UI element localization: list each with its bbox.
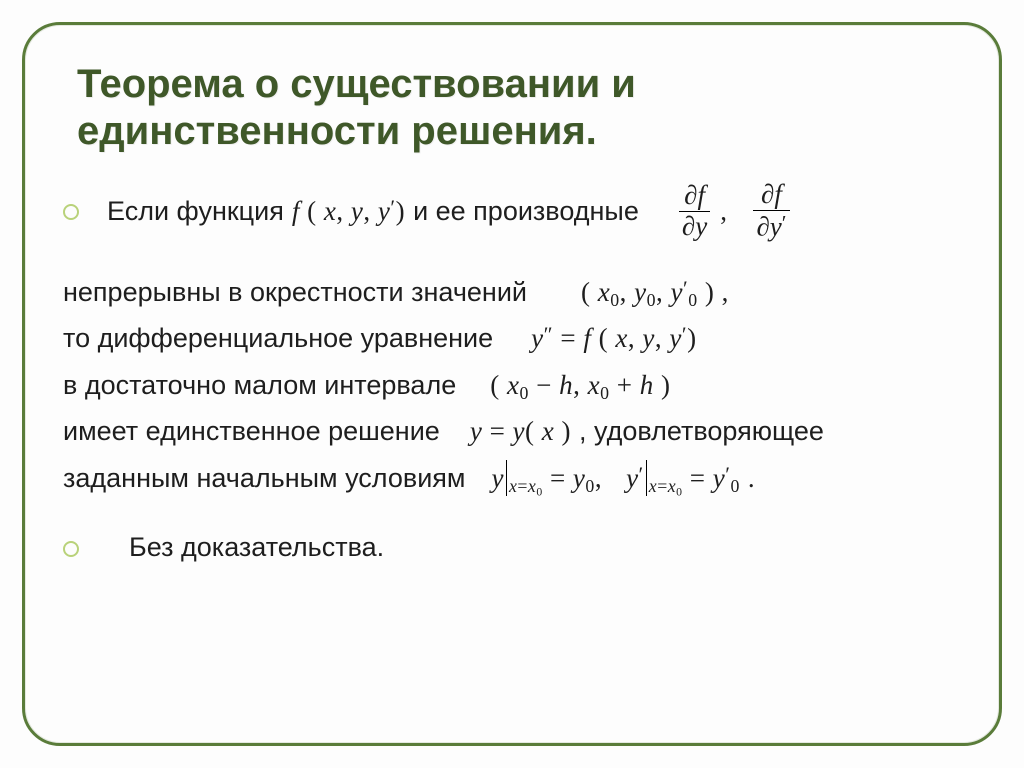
math-y-eq-yx: y = y( x )	[470, 408, 571, 454]
text-and-its-derivatives: и ее производные	[413, 188, 639, 234]
line-unique-solution: имеет единственное решение y = y( x ) , …	[63, 408, 965, 454]
text-continuous: непрерывны в окрестности значений	[63, 269, 527, 315]
line-initial-conditions: заданным начальным условиям yx=x0 = y0, …	[63, 455, 965, 503]
math-frac-dfdyp: ∂f ∂y′	[753, 181, 789, 240]
line-then-de: то дифференциальное уравнение y″ = f ( x…	[63, 315, 965, 361]
slide-frame: Теорема о существовании и единственности…	[0, 0, 1024, 768]
text-satisfying: , удовлетворяющее	[579, 408, 824, 454]
comma-1: ,	[720, 188, 727, 234]
text-without-proof: Без доказательства.	[129, 524, 384, 570]
math-f-xyyp: f ( x, y, y′)	[292, 188, 405, 234]
text-if-function: Если функция	[107, 188, 284, 234]
slide-title: Теорема о существовании и единственности…	[77, 61, 965, 155]
math-ode: y″ = f ( x, y, y′)	[531, 315, 696, 361]
bullet-icon	[63, 204, 79, 220]
slide-content: Если функция f ( x, y, y′) и ее производ…	[59, 181, 965, 570]
text-unique-solution: имеет единственное решение	[63, 408, 440, 454]
math-point-triple: ( x0, y0, y′0 ) ,	[581, 269, 729, 316]
text-small-interval: в достаточно малом интервале	[63, 362, 456, 408]
text-then-de: то дифференциальное уравнение	[63, 315, 493, 361]
line-in-small-interval: в достаточно малом интервале ( x0 − h, x…	[63, 362, 965, 409]
bullet-2: Без доказательства.	[63, 524, 965, 570]
period: .	[748, 455, 755, 501]
slide-border: Теорема о существовании и единственности…	[22, 22, 1002, 746]
math-initial-cond-yp: y′x=x0 = y′0	[626, 455, 740, 503]
bullet-icon	[63, 541, 79, 557]
line-continuous-in-neighborhood: непрерывны в окрестности значений ( x0, …	[63, 269, 965, 316]
text-initial-conditions: заданным начальным условиям	[63, 455, 465, 501]
math-initial-cond-y: yx=x0 = y0,	[491, 455, 602, 503]
math-interval: ( x0 − h, x0 + h )	[490, 362, 670, 409]
bullet-1-line-1: Если функция f ( x, y, y′) и ее производ…	[63, 181, 965, 240]
math-frac-dfdy: ∂f ∂y	[679, 182, 710, 240]
